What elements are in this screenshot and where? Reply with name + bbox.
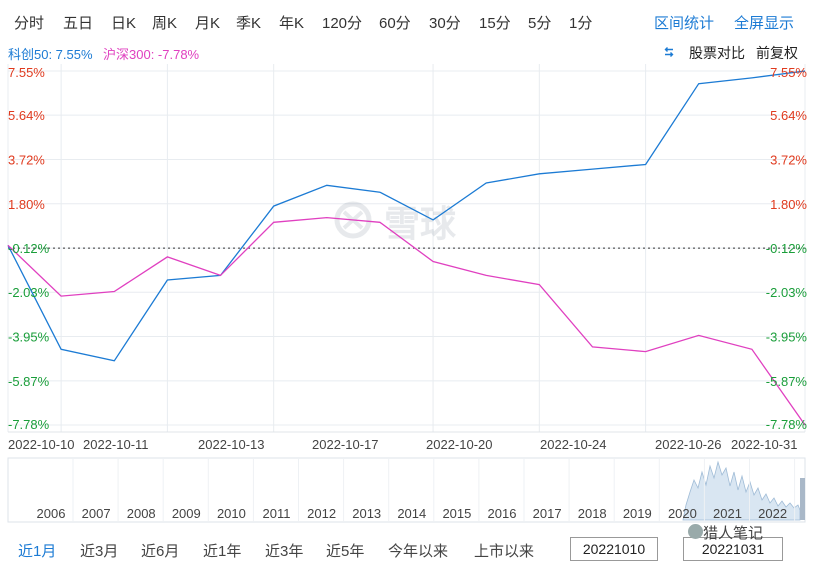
y-tick-label-left: 1.80%: [8, 197, 45, 212]
navigator-year-label: 2014: [397, 506, 426, 521]
tab-60min[interactable]: 60分: [379, 15, 411, 32]
navigator-year-label: 2007: [82, 506, 111, 521]
navigator-selected-window[interactable]: [800, 478, 805, 520]
y-axis-right: 7.55% 5.64% 3.72% 1.80% -0.12% -2.03% -3.95% -5…: [766, 65, 808, 432]
tab-month-k[interactable]: 月K: [195, 15, 221, 32]
tab-5min[interactable]: 5分: [528, 15, 552, 32]
y-tick-label-right: 3.72%: [770, 152, 807, 167]
series-line-hs300: [7, 216, 806, 426]
x-tick-label: 2022-10-11: [83, 437, 149, 452]
tab-30min[interactable]: 30分: [429, 15, 461, 32]
navigator-year-labels: 2006 2007 2008 2009 2010 2011 2012 2013 2014 2015…: [37, 458, 796, 522]
legend-row: 科创50: 7.55% 沪深300: -7.78% 股票对比 前复权: [0, 42, 813, 64]
tab-120min[interactable]: 120分: [322, 15, 363, 32]
navigator-year-label: 2016: [488, 506, 517, 521]
navigator-year-label: 2012: [307, 506, 336, 521]
y-tick-label-right: 7.55%: [770, 65, 807, 80]
tab-day-k[interactable]: 日K: [111, 15, 137, 32]
tab-week-k[interactable]: 周K: [152, 15, 178, 32]
navigator-year-label: 2009: [172, 506, 201, 521]
tab-minute[interactable]: 分时: [14, 15, 45, 32]
range-5y[interactable]: 近5年: [326, 543, 365, 560]
navigator-year-label: 2006: [37, 506, 66, 521]
navigator-year-label: 2010: [217, 506, 246, 521]
legend-series-b: 沪深300: -7.78%: [103, 47, 200, 62]
stock-compare-button[interactable]: 股票对比: [689, 45, 745, 61]
y-tick-label-right: 5.64%: [770, 108, 807, 123]
range-1y[interactable]: 近1年: [203, 543, 242, 560]
grid-lines: [7, 64, 806, 433]
range-bar: 近1月 近3月 近6月 近1年 近3年 近5年 今年以来 上市以来 202210…: [0, 530, 813, 567]
range-3m[interactable]: 近3月: [80, 543, 119, 560]
series-line-kechuang50: [7, 70, 806, 362]
navigator-year-label: 2008: [127, 506, 156, 521]
range-navigator[interactable]: 2006 2007 2008 2009 2010 2011 2012 2013 2014 2015…: [0, 456, 813, 526]
wechat-avatar-icon: [688, 524, 703, 539]
tab-1min[interactable]: 1分: [569, 15, 593, 32]
fullscreen-link[interactable]: 全屏显示: [734, 15, 795, 32]
x-tick-label: 2022-10-26: [655, 437, 722, 452]
y-tick-label-right: -5.87%: [766, 374, 808, 389]
tab-season-k[interactable]: 季K: [236, 15, 262, 32]
navigator-history-area: [682, 460, 801, 521]
adjust-selector[interactable]: 前复权: [756, 45, 798, 61]
range-since-listing[interactable]: 上市以来: [474, 543, 535, 560]
y-tick-label-left: 3.72%: [8, 152, 45, 167]
watermark-logo-text: 雪球: [384, 203, 457, 244]
x-tick-label: 2022-10-10: [8, 437, 75, 452]
tab-15min[interactable]: 15分: [479, 15, 511, 32]
date-to-input[interactable]: 20221031: [683, 537, 783, 561]
xueqiu-watermark-logo: 雪球: [334, 201, 457, 244]
x-tick-label: 2022-10-13: [198, 437, 265, 452]
y-tick-label-left: -3.95%: [8, 330, 50, 345]
range-3y[interactable]: 近3年: [265, 543, 304, 560]
y-tick-label-right: -2.03%: [766, 285, 808, 300]
y-tick-label-left: -5.87%: [8, 374, 50, 389]
x-tick-label: 2022-10-24: [540, 437, 607, 452]
compare-swap-icon[interactable]: [662, 45, 676, 59]
range-6m[interactable]: 近6月: [141, 543, 180, 560]
y-tick-label-left: -0.12%: [8, 241, 50, 256]
navigator-year-label: 2020: [668, 506, 697, 521]
navigator-year-label: 2022: [758, 506, 787, 521]
navigator-frame: [7, 457, 806, 523]
range-ytd[interactable]: 今年以来: [388, 543, 449, 560]
navigator-year-label: 2017: [533, 506, 562, 521]
date-from-input[interactable]: 20221010: [570, 537, 658, 561]
y-tick-label-right: 1.80%: [770, 197, 807, 212]
tab-year-k[interactable]: 年K: [279, 15, 305, 32]
period-bar: 分时 五日 日K 周K 月K 季K 年K 120分 60分 30分 15分 5分…: [0, 0, 813, 42]
navigator-year-label: 2015: [442, 506, 471, 521]
y-tick-label-right: -7.78%: [766, 417, 808, 432]
navigator-year-label: 2011: [263, 506, 291, 521]
x-tick-label: 2022-10-17: [312, 437, 379, 452]
y-tick-label-right: -0.12%: [766, 241, 808, 256]
navigator-year-label: 2018: [578, 506, 607, 521]
series-layer: [7, 70, 806, 426]
y-tick-label-left: -2.03%: [8, 285, 50, 300]
x-tick-label: 2022-10-20: [426, 437, 493, 452]
navigator-year-label: 2019: [623, 506, 652, 521]
y-tick-label-left: -7.78%: [8, 417, 50, 432]
author-watermark: 猎人笔记: [703, 525, 764, 542]
range-1m[interactable]: 近1月: [18, 543, 57, 560]
y-tick-label-right: -3.95%: [766, 330, 808, 345]
y-tick-label-left: 7.55%: [8, 65, 45, 80]
comparison-line-chart: 雪球 7.55% 5.64% 3.72% 1.80% -0.12% -2.03% -3.95…: [7, 64, 808, 452]
interval-stats-link[interactable]: 区间统计: [654, 15, 715, 32]
navigator-year-label: 2021: [713, 506, 742, 521]
y-tick-label-left: 5.64%: [8, 108, 45, 123]
y-axis-left: 7.55% 5.64% 3.72% 1.80% -0.12% -2.03% -3.95% -5…: [8, 65, 50, 432]
legend-series-a: 科创50: 7.55%: [8, 47, 93, 62]
x-tick-label: 2022-10-31: [731, 437, 798, 452]
tab-5day[interactable]: 五日: [63, 15, 94, 32]
x-axis: 2022-10-10 2022-10-11 2022-10-13 2022-10-17…: [8, 437, 798, 452]
navigator-year-label: 2013: [352, 506, 381, 521]
